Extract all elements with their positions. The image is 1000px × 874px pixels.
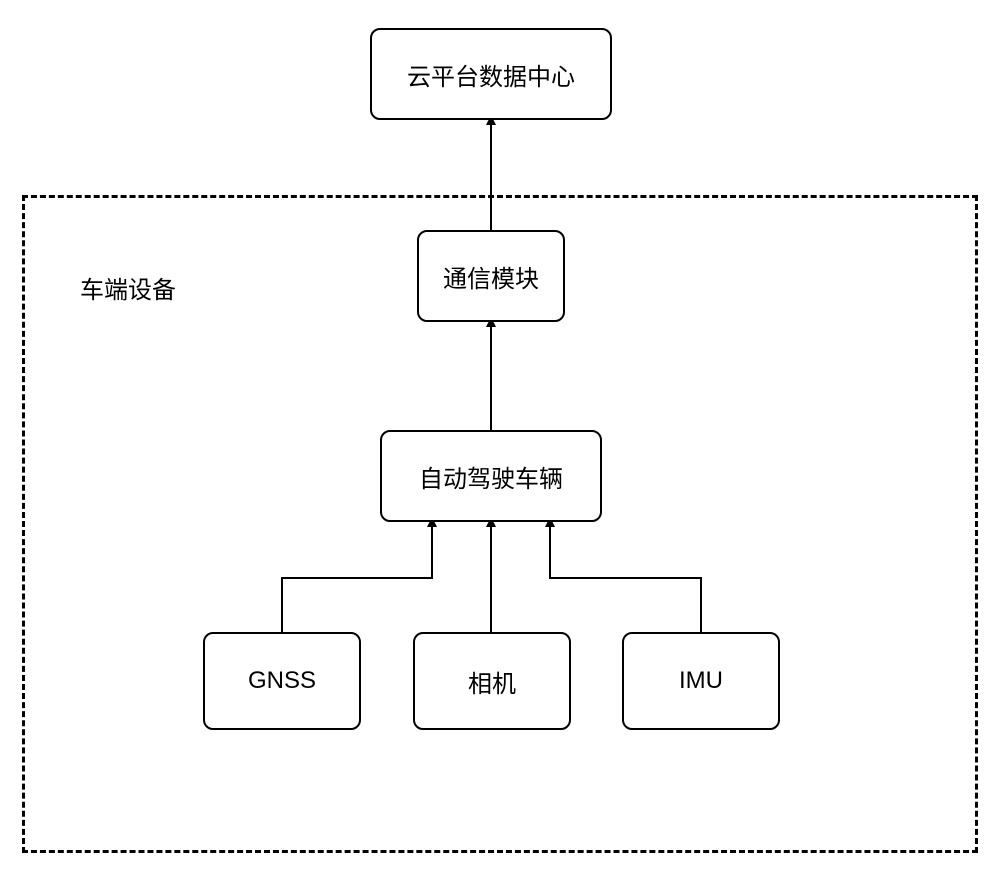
node-label: 通信模块 — [443, 259, 539, 294]
node-label: 云平台数据中心 — [407, 57, 575, 92]
node-imu: IMU — [622, 632, 780, 730]
node-label: IMU — [679, 667, 723, 695]
node-camera: 相机 — [413, 632, 571, 730]
node-autonomous-vehicle: 自动驾驶车辆 — [380, 430, 602, 522]
vehicle-side-label: 车端设备 — [80, 270, 176, 305]
node-communication-module: 通信模块 — [417, 230, 565, 322]
node-label: GNSS — [248, 667, 316, 695]
diagram-canvas: 车端设备 云平台数据中心 通信模块 自动驾驶车辆 GNSS 相机 IMU — [0, 0, 1000, 874]
node-gnss: GNSS — [203, 632, 361, 730]
node-cloud-data-center: 云平台数据中心 — [370, 28, 612, 120]
node-label: 自动驾驶车辆 — [419, 459, 563, 494]
node-label: 相机 — [468, 664, 516, 699]
